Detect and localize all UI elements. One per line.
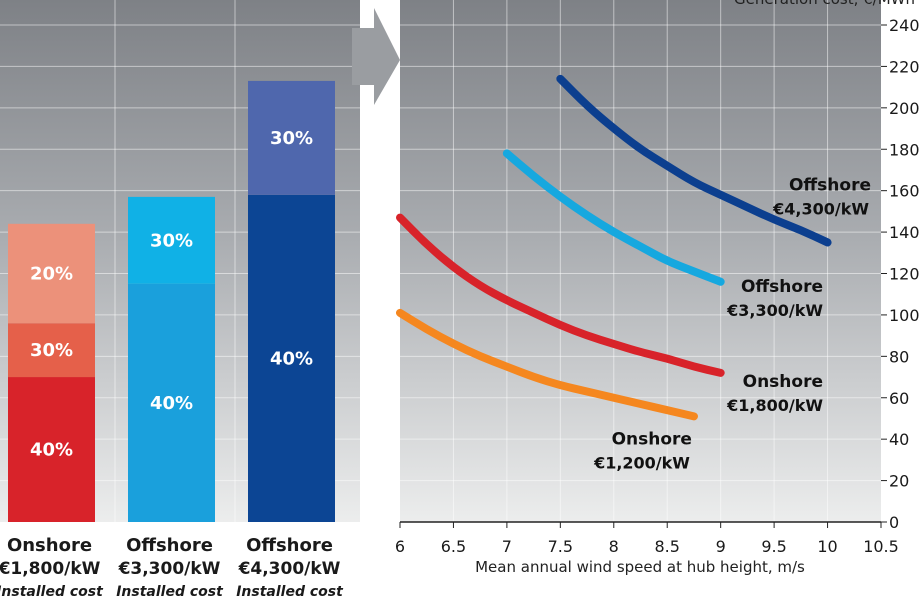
bar-marks: 40% 30% 20% 40% 30% 40% 30% — [8, 80, 335, 522]
y-tick-label: 140 — [889, 223, 920, 242]
line-series-curve — [396, 308, 698, 421]
bar-segment-label: 40% — [270, 348, 313, 369]
y-tick-label: 220 — [889, 57, 920, 76]
bar-category-price: €3,300/kW — [118, 559, 221, 579]
y-axis-title: Generation cost, €/MWh — [734, 0, 915, 8]
x-tick-label: 7 — [502, 537, 512, 556]
bar-category-caption: Installed cost — [236, 584, 344, 600]
line-gridlines — [400, 0, 881, 522]
bar-segment — [128, 196, 215, 284]
line-series-name: Onshore — [743, 372, 823, 392]
y-tick-label: 100 — [889, 306, 920, 325]
bar-category-caption: Installed cost — [0, 584, 104, 600]
bar-category-caption: Installed cost — [116, 584, 224, 600]
line-curves — [396, 74, 832, 421]
line-series-label: Offshore €3,300/kW — [726, 277, 823, 320]
bar-segment — [128, 283, 215, 522]
line-series-price: €3,300/kW — [726, 301, 823, 320]
bar-segment — [8, 323, 95, 378]
bar-segment — [8, 377, 95, 522]
line-series-name: Offshore — [789, 175, 871, 195]
line-series-curve — [396, 213, 725, 377]
arrow-connector — [352, 8, 400, 105]
y-tick-label: 20 — [889, 472, 909, 491]
bar-category-price: €1,800/kW — [0, 559, 101, 579]
bar-segment-label: 40% — [30, 440, 73, 461]
bar-segment-label: 30% — [30, 340, 73, 361]
bar-category-labels: Onshore €1,800/kW Installed cost Offshore €3… — [0, 535, 344, 600]
bar-category-name: Offshore — [246, 535, 333, 556]
line-axes: 6 6.5 7 7.5 8 8.5 9 9.5 10 10.5 0 20 40 60 80 100 120 140… — [395, 16, 920, 556]
bar-segment — [248, 194, 335, 522]
x-tick-label: 6.5 — [441, 537, 466, 556]
x-tick-label: 9 — [716, 537, 726, 556]
y-tick-label: 240 — [889, 16, 920, 35]
y-tick-label: 200 — [889, 99, 920, 118]
bar-segment-label: 40% — [150, 393, 193, 414]
bar-segment-label: 30% — [270, 128, 313, 149]
y-tick-label: 160 — [889, 182, 920, 201]
line-series-price: €1,800/kW — [726, 396, 823, 415]
bar-segment — [248, 80, 335, 195]
bar-segment-label: 20% — [30, 264, 73, 285]
x-tick-label: 9.5 — [761, 537, 786, 556]
bar-category-name: Onshore — [7, 535, 92, 556]
y-tick-label: 120 — [889, 265, 920, 284]
y-tick-label: 40 — [889, 430, 909, 449]
y-tick-label: 60 — [889, 389, 909, 408]
line-series-label: Onshore €1,200/kW — [593, 429, 692, 472]
x-tick-label: 8 — [609, 537, 619, 556]
line-panel-background — [400, 0, 881, 522]
y-tick-label: 80 — [889, 347, 909, 366]
line-series-name: Onshore — [612, 429, 692, 449]
x-tick-label: 10.5 — [863, 537, 899, 556]
y-tick-label: 0 — [889, 513, 899, 532]
line-series-curve — [556, 74, 832, 247]
x-tick-label: 7.5 — [548, 537, 573, 556]
bar-category-price: €4,300/kW — [238, 559, 341, 579]
line-series-name: Offshore — [741, 277, 823, 297]
y-tick-label: 180 — [889, 140, 920, 159]
line-series-price: €1,200/kW — [593, 453, 690, 472]
x-axis-title: Mean annual wind speed at hub height, m/… — [475, 558, 805, 576]
line-series-label: Onshore €1,800/kW — [726, 372, 823, 415]
line-series-curve — [502, 149, 725, 286]
x-tick-label: 10 — [817, 537, 837, 556]
line-series-label: Offshore €4,300/kW — [772, 175, 871, 218]
x-tick-label: 8.5 — [654, 537, 679, 556]
bar-segment — [8, 223, 95, 324]
line-series-price: €4,300/kW — [772, 199, 869, 218]
x-tick-label: 6 — [395, 537, 405, 556]
bar-segment-label: 30% — [150, 230, 193, 251]
line-series-labels: Offshore €4,300/kW Offshore €3,300/kW Onshor… — [593, 175, 871, 472]
bar-category-name: Offshore — [126, 535, 213, 556]
